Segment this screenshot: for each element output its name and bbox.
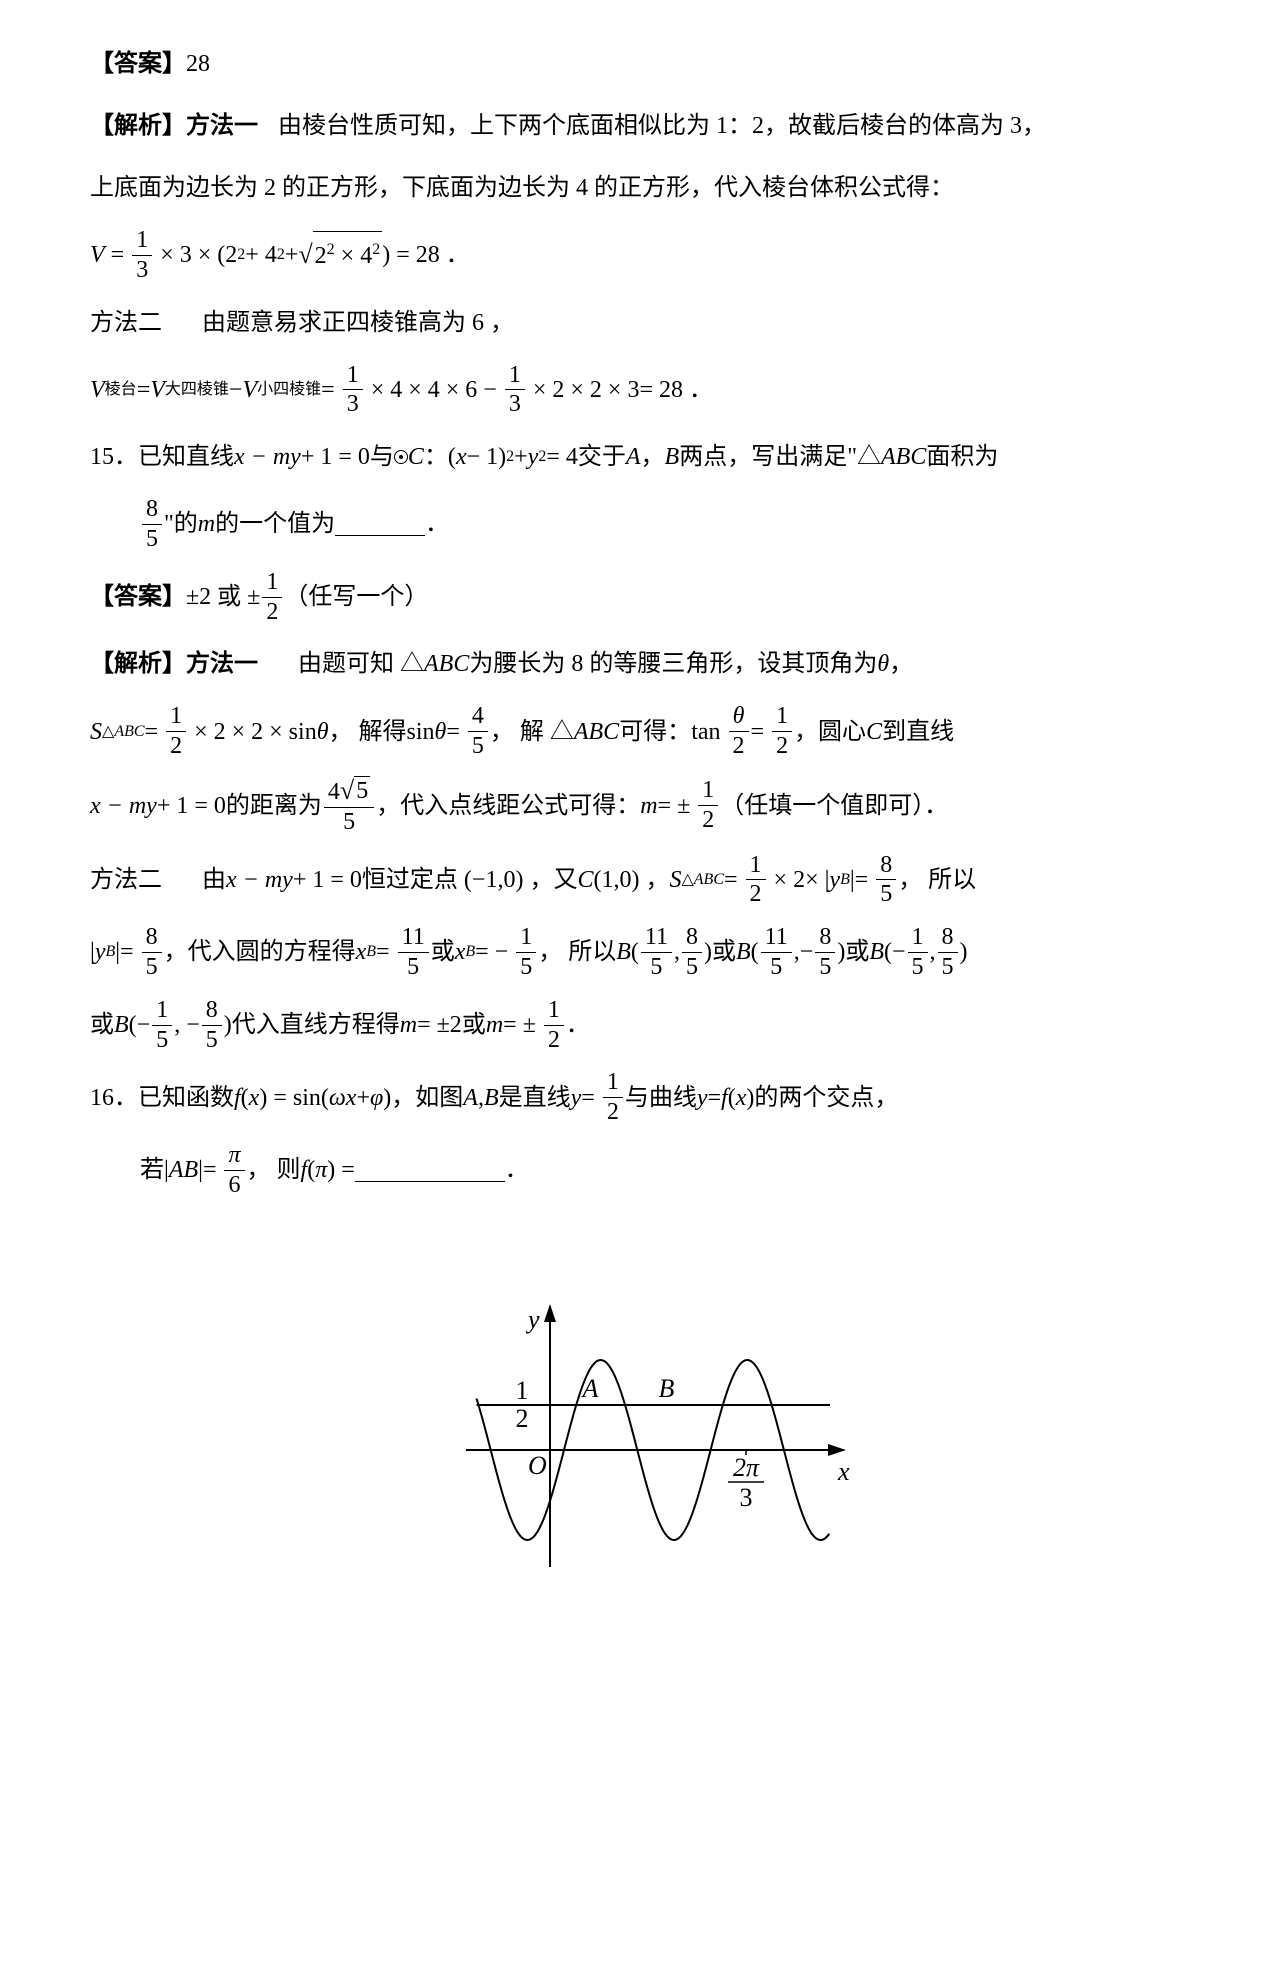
q14-m2-text1: 由题意易求正四棱锥高为 6 ，	[202, 299, 514, 347]
analysis-label: 【解析】	[90, 102, 186, 150]
q15-m1-l2-4: ，圆心	[794, 708, 866, 756]
q15-stem5: 两点，写出满足"△	[679, 433, 881, 481]
q16-stem6: 若	[140, 1146, 164, 1194]
q15-m2-l3-2: 代入直线方程得	[232, 1001, 400, 1049]
method2-label-q15: 方法二	[90, 856, 162, 904]
svg-text:B: B	[659, 1374, 675, 1403]
q15-stem8: 的一个值为	[215, 500, 335, 548]
q15-stem-line1: 15． 已知直线 x − my + 1 = 0 与 C：(x − 1)2 + y…	[90, 433, 1210, 481]
q15-m1-l2-2: ， 解 △	[490, 708, 574, 756]
q15-m2-l2-1: ，代入圆的方程得	[164, 928, 356, 976]
q15-stem2: 与	[370, 433, 394, 481]
q15-blank	[335, 512, 425, 536]
q16-stem4: 与曲线	[625, 1074, 697, 1122]
q14-m1-text2: 上底面为边长为 2 的正方形，下底面为边长为 4 的正方形，代入棱台体积公式得：	[90, 164, 954, 212]
q16-blank	[355, 1158, 505, 1182]
q15-stem7: "的	[164, 500, 198, 548]
answer-label-q15: 【答案】	[90, 573, 186, 621]
q14-m1-text1: 由棱台性质可知，上下两个底面相似比为 1：2，故截后棱台的体高为 3，	[278, 102, 1046, 150]
q15-m1-l3-2: ，代入点线距公式可得：	[376, 782, 640, 830]
q15-m2-l1-2: 恒过定点 (−1,0) ，又	[362, 856, 578, 904]
method1-label: 方法一	[186, 102, 258, 150]
q15-number: 15．	[90, 433, 138, 481]
q15-m1-l2-1: ， 解得	[329, 708, 407, 756]
q15-m1-p2: 为腰长为 8 的等腰三角形，设其顶角为	[469, 640, 877, 688]
q15-stem9: ．	[425, 500, 449, 548]
q14-m2-result: = 28 ．	[639, 366, 713, 414]
svg-text:x: x	[837, 1457, 850, 1486]
svg-text:A: A	[581, 1374, 599, 1403]
svg-text:y: y	[525, 1305, 540, 1334]
q14-analysis-line1: 【解析】 方法一 由棱台性质可知，上下两个底面相似比为 1：2，故截后棱台的体高…	[90, 102, 1210, 150]
q15-answer-line: 【答案】 ±2 或 ± 12 （任写一个）	[90, 568, 1210, 627]
q15-m2-l1-4: ， 所以	[898, 856, 976, 904]
q15-stem6: 面积为	[926, 433, 998, 481]
svg-text:O: O	[528, 1451, 547, 1480]
sine-chart-svg: 12 2π3 y x O A B	[410, 1220, 890, 1600]
q16-stem-line1: 16． 已知函数 f(x) = sin(ωx + φ) ，如图 A,B 是直线 …	[90, 1068, 1210, 1127]
answer-label: 【答案】	[90, 40, 186, 88]
q16-stem5: 的两个交点，	[754, 1074, 898, 1122]
q15-m2-l2-3: ， 所以	[538, 928, 616, 976]
q16-stem8: ．	[505, 1146, 529, 1194]
q14-m1-formula: V = 13 × 3 × (22 + 42 + 22 × 42 ) = 28 ．	[90, 226, 1210, 285]
q15-m2-l2-4: 或	[712, 928, 736, 976]
q15-m1-p3: ，	[889, 640, 913, 688]
svg-text:1: 1	[516, 1376, 529, 1405]
svg-text:3: 3	[740, 1483, 753, 1512]
q15-m2-l2-5: 或	[845, 928, 869, 976]
q15-stem4: ，	[641, 433, 665, 481]
svg-text:2π: 2π	[733, 1453, 760, 1482]
q14-m2-line1: 方法二 由题意易求正四棱锥高为 6 ，	[90, 299, 1210, 347]
q15-m2-line2: | yB |= 85 ，代入圆的方程得 xB = 115 或 xB = − 15…	[90, 923, 1210, 982]
q16-stem3: 是直线	[499, 1074, 571, 1122]
method1-label-q15: 方法一	[186, 640, 258, 688]
q15-stem1: 已知直线	[138, 433, 234, 481]
q14-answer-value: 28	[186, 40, 210, 88]
q15-m1-l2-5: 到直线	[882, 708, 954, 756]
q16-stem1: 已知函数	[138, 1074, 234, 1122]
q16-stem-line2: 若 | AB |= π6 ， 则 f(π) = ．	[90, 1141, 1210, 1200]
q15-m2-line3: 或 B(−15, −85) 代入直线方程得 m = ±2 或 m = ± 12 …	[90, 996, 1210, 1055]
q15-m2-l3-1: 或	[90, 1001, 114, 1049]
q14-m1-line2: 上底面为边长为 2 的正方形，下底面为边长为 4 的正方形，代入棱台体积公式得：	[90, 164, 1210, 212]
q14-answer-line: 【答案】 28	[90, 40, 1210, 88]
q16-chart: 12 2π3 y x O A B	[90, 1220, 1210, 1617]
q15-m1-l3-1: 的距离为	[226, 782, 322, 830]
q15-m1-line1: 【解析】 方法一 由题可知 △ ABC 为腰长为 8 的等腰三角形，设其顶角为 …	[90, 640, 1210, 688]
analysis-label-q15: 【解析】	[90, 640, 186, 688]
svg-text:2: 2	[516, 1404, 529, 1433]
q15-m1-p1: 由题可知 △	[298, 640, 424, 688]
q15-m1-l3-3: （任填一个值即可）．	[720, 782, 948, 830]
q14-m2-formula: V棱台 = V大四棱锥 − V小四棱锥 = 13 × 4 × 4 × 6 − 1…	[90, 361, 1210, 420]
q15-m1-line3: x − my + 1 = 0 的距离为 455 ，代入点线距公式可得： m = …	[90, 775, 1210, 837]
q15-m2-l1-1: 由	[202, 856, 226, 904]
q15-m2-l2-2: 或	[431, 928, 455, 976]
q15-m1-l2-3: 可得：	[619, 708, 691, 756]
q15-m2-l3-4: ．	[566, 1001, 590, 1049]
q16-stem2: ，如图	[391, 1074, 463, 1122]
q15-stem3: 交于	[578, 433, 626, 481]
q15-m2-l3-3: 或	[462, 1001, 486, 1049]
q15-m2-l1-3: (1,0) ，	[593, 856, 669, 904]
q15-ans1: ±2 或 ±	[186, 573, 260, 621]
q15-m2-line1: 方法二 由 x − my + 1 = 0 恒过定点 (−1,0) ，又 C (1…	[90, 851, 1210, 910]
q16-number: 16．	[90, 1074, 138, 1122]
q15-stem-line2: 85 "的 m 的一个值为 ．	[90, 495, 1210, 554]
q15-m1-line2: S△ABC = 12 × 2 × 2 × sinθ ， 解得 sinθ = 45…	[90, 702, 1210, 761]
q15-ans2: （任写一个）	[284, 573, 428, 621]
method2-label: 方法二	[90, 299, 162, 347]
q16-stem7: ， 则	[247, 1146, 301, 1194]
